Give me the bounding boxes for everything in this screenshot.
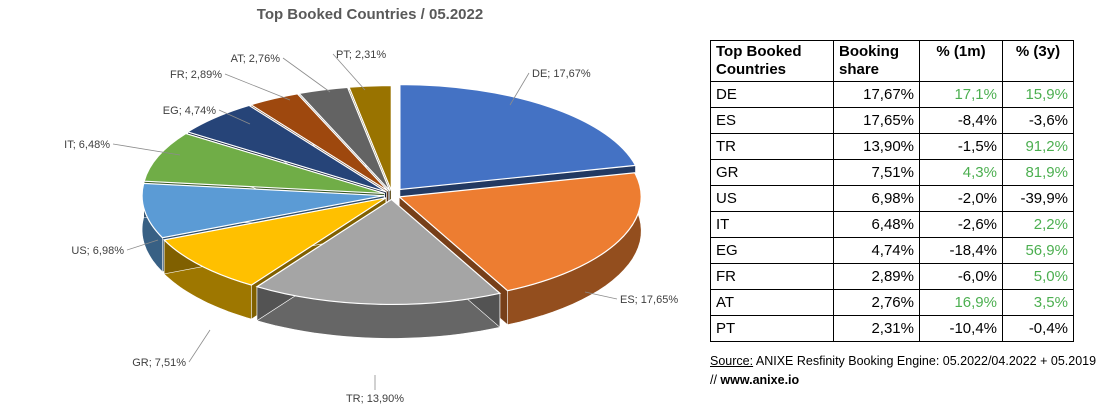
pie-slice-gr bbox=[162, 197, 387, 286]
pie-slice-fr bbox=[249, 93, 389, 192]
source-label: Source: bbox=[710, 354, 754, 368]
header-1m: % (1m) bbox=[919, 40, 1003, 82]
pie-slice-it bbox=[143, 132, 385, 195]
pie-slice-us bbox=[141, 182, 385, 239]
table-row: FR 2,89% -6,0% 5,0% bbox=[710, 263, 1074, 290]
cell-country: IT bbox=[710, 211, 834, 238]
table-row: ES 17,65% -8,4% -3,6% bbox=[710, 107, 1074, 134]
leader-line-pt bbox=[332, 53, 366, 91]
table-row: US 6,98% -2,0% -39,9% bbox=[710, 185, 1074, 212]
leader-line-eg bbox=[218, 109, 251, 125]
cell-change-3y: 81,9% bbox=[1002, 159, 1074, 186]
leader-line-de bbox=[509, 72, 530, 106]
cell-change-3y: -3,6% bbox=[1002, 107, 1074, 134]
cell-change-1m: 17,1% bbox=[919, 81, 1003, 108]
data-label-at: AT; 2,76% bbox=[231, 53, 281, 65]
cell-change-3y: 56,9% bbox=[1002, 237, 1074, 264]
cell-change-1m: -2,6% bbox=[919, 211, 1003, 238]
cell-country: US bbox=[710, 185, 834, 212]
cell-share: 6,98% bbox=[833, 185, 920, 212]
data-label-gr: GR; 7,51% bbox=[132, 357, 186, 369]
table-row: GR 7,51% 4,3% 81,9% bbox=[710, 159, 1074, 186]
cell-change-3y: 2,2% bbox=[1002, 211, 1074, 238]
data-label-eg: EG; 4,74% bbox=[163, 105, 216, 117]
cell-share: 7,51% bbox=[833, 159, 920, 186]
leader-line-at bbox=[282, 57, 331, 93]
cell-change-1m: -6,0% bbox=[919, 263, 1003, 290]
cell-change-3y: 15,9% bbox=[1002, 81, 1074, 108]
cell-country: FR bbox=[710, 263, 834, 290]
cell-change-1m: -10,4% bbox=[919, 315, 1003, 342]
pie-slice-de bbox=[399, 83, 637, 191]
data-label-es: ES; 17,65% bbox=[620, 294, 678, 306]
leader-line-us bbox=[126, 239, 159, 251]
table-header-row: Top Booked Countries Booking share % (1m… bbox=[710, 40, 1074, 82]
leader-line-fr bbox=[224, 73, 291, 101]
cell-change-3y: 91,2% bbox=[1002, 133, 1074, 160]
table-row: DE 17,67% 17,1% 15,9% bbox=[710, 81, 1074, 108]
pie-slice-pt bbox=[348, 84, 392, 191]
cell-change-3y: -0,4% bbox=[1002, 315, 1074, 342]
data-label-it: IT; 6,48% bbox=[64, 139, 110, 151]
data-label-tr: TR; 13,90% bbox=[346, 393, 404, 405]
data-label-pt: PT; 2,31% bbox=[336, 49, 386, 61]
table-row: EG 4,74% -18,4% 56,9% bbox=[710, 237, 1074, 264]
cell-change-1m: 16,9% bbox=[919, 289, 1003, 316]
pie-slice-es bbox=[397, 172, 642, 292]
cell-change-3y: 3,5% bbox=[1002, 289, 1074, 316]
source-site: www.anixe.io bbox=[720, 373, 800, 387]
source-text: ANIXE Resfinity Booking Engine: 05.2022/… bbox=[710, 354, 1097, 387]
data-label-fr: FR; 2,89% bbox=[170, 69, 222, 81]
cell-share: 6,48% bbox=[833, 211, 920, 238]
table-row: PT 2,31% -10,4% -0,4% bbox=[710, 315, 1074, 342]
table-row: AT 2,76% 16,9% 3,5% bbox=[710, 289, 1074, 316]
leader-line-es bbox=[584, 291, 618, 300]
cell-country: PT bbox=[710, 315, 834, 342]
cell-change-1m: -2,0% bbox=[919, 185, 1003, 212]
cell-change-1m: 4,3% bbox=[919, 159, 1003, 186]
cell-share: 2,89% bbox=[833, 263, 920, 290]
leader-line-it bbox=[112, 143, 181, 156]
cell-change-3y: -39,9% bbox=[1002, 185, 1074, 212]
data-label-de: DE; 17,67% bbox=[532, 68, 591, 80]
cell-share: 4,74% bbox=[833, 237, 920, 264]
cell-country: ES bbox=[710, 107, 834, 134]
cell-country: DE bbox=[710, 81, 834, 108]
cell-share: 17,67% bbox=[833, 81, 920, 108]
leader-line-gr bbox=[188, 329, 211, 363]
pie-slice-at bbox=[297, 86, 391, 192]
cell-share: 13,90% bbox=[833, 133, 920, 160]
cell-change-1m: -18,4% bbox=[919, 237, 1003, 264]
cell-share: 2,76% bbox=[833, 289, 920, 316]
cell-share: 2,31% bbox=[833, 315, 920, 342]
table-row: TR 13,90% -1,5% 91,2% bbox=[710, 133, 1074, 160]
chart-title: Top Booked Countries / 05.2022 bbox=[256, 6, 484, 23]
cell-country: AT bbox=[710, 289, 834, 316]
pie-slice-eg bbox=[186, 104, 387, 193]
booking-share-table: Top Booked Countries Booking share % (1m… bbox=[710, 40, 1074, 342]
cell-share: 17,65% bbox=[833, 107, 920, 134]
cell-change-1m: -8,4% bbox=[919, 107, 1003, 134]
pie-chart: DE; 17,67% ES; 17,65% TR; 13,90% GR; 7,51% U… bbox=[64, 49, 678, 405]
header-3y: % (3y) bbox=[1002, 40, 1074, 82]
cell-change-1m: -1,5% bbox=[919, 133, 1003, 160]
source-note: Source: ANIXE Resfinity Booking Engine: … bbox=[710, 352, 1100, 390]
data-label-us: US; 6,98% bbox=[71, 245, 124, 257]
table-row: IT 6,48% -2,6% 2,2% bbox=[710, 211, 1074, 238]
header-country: Top Booked Countries bbox=[710, 40, 834, 82]
header-share: Booking share bbox=[833, 40, 920, 82]
cell-change-3y: 5,0% bbox=[1002, 263, 1074, 290]
cell-country: GR bbox=[710, 159, 834, 186]
cell-country: TR bbox=[710, 133, 834, 160]
cell-country: EG bbox=[710, 237, 834, 264]
pie-slice-tr bbox=[255, 198, 502, 306]
